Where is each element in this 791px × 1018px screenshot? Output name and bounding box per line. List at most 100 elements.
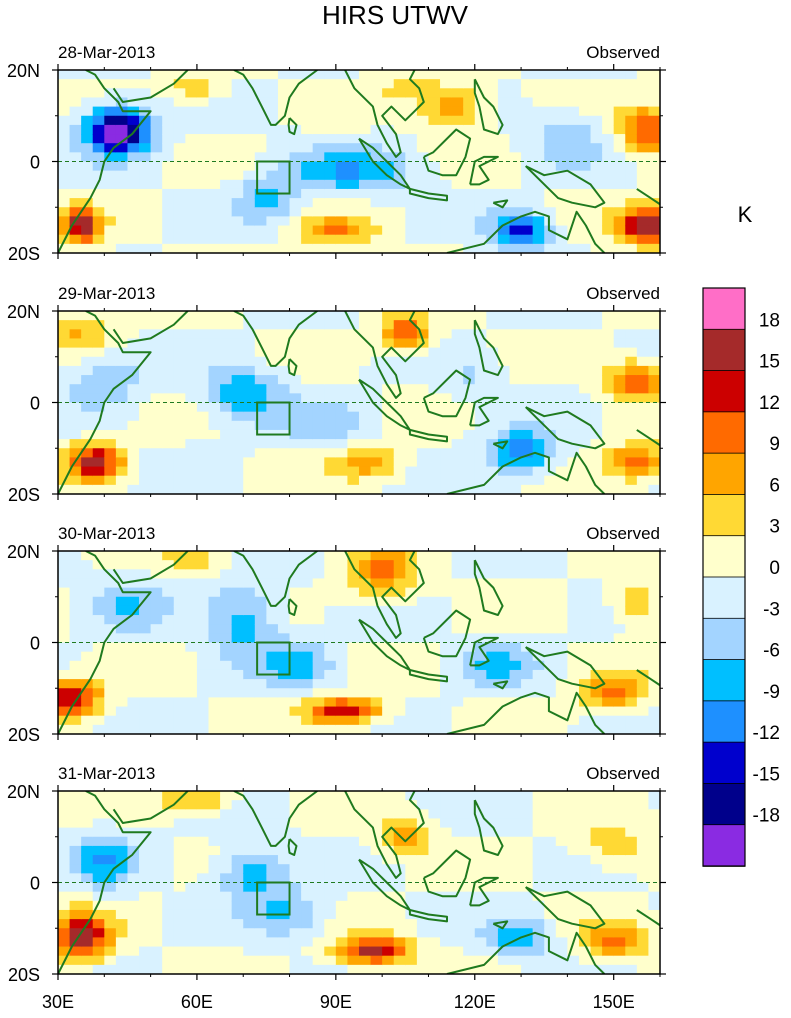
field-cell <box>497 198 511 208</box>
field-cell <box>220 411 233 422</box>
field-cell <box>613 642 626 653</box>
field-cell <box>185 124 198 135</box>
field-cell <box>139 882 152 893</box>
field-cell <box>301 818 314 829</box>
field-cell <box>625 669 638 680</box>
field-cell <box>81 216 94 227</box>
field-cell <box>220 560 233 570</box>
field-cell <box>220 660 233 671</box>
coastline <box>344 311 425 399</box>
field-cell <box>208 88 221 99</box>
field-cell <box>301 855 314 865</box>
field-cell <box>532 818 545 829</box>
field-cell <box>544 429 557 440</box>
field-cell <box>115 855 129 865</box>
field-cell <box>428 800 441 810</box>
field-cell <box>104 311 117 321</box>
field-cell <box>359 375 372 385</box>
field-cell <box>440 225 453 236</box>
field-cell <box>497 311 511 321</box>
field-cell <box>382 234 395 245</box>
field-cell <box>312 338 325 349</box>
field-cell <box>486 420 499 431</box>
field-cell <box>405 569 418 580</box>
field-cell <box>347 320 360 330</box>
field-cell <box>602 855 615 865</box>
field-cell <box>266 642 279 653</box>
field-cell <box>359 429 372 440</box>
field-cell <box>578 429 592 440</box>
field-cell <box>532 569 545 580</box>
field-cell <box>92 466 105 477</box>
field-cell <box>509 152 522 163</box>
field-cell <box>382 179 395 190</box>
field-cell <box>416 642 430 653</box>
field-cell <box>440 243 453 253</box>
field-cell <box>544 624 557 634</box>
field-cell <box>648 688 660 698</box>
coastline <box>408 187 448 202</box>
field-cell <box>81 466 94 477</box>
field-cell <box>359 669 372 680</box>
field-cell <box>289 448 302 458</box>
field-cell <box>567 882 580 893</box>
field-cell <box>370 864 383 874</box>
field-cell <box>613 439 626 449</box>
field-cell <box>162 402 175 413</box>
field-cell <box>173 569 186 580</box>
field-cell <box>555 845 568 856</box>
field-cell <box>544 88 557 99</box>
field-cell <box>139 909 152 920</box>
field-cell <box>104 97 117 108</box>
field-cell <box>243 365 256 376</box>
field-cell <box>382 800 395 810</box>
field-cell <box>162 411 175 422</box>
field-cell <box>58 818 71 829</box>
field-cell <box>150 697 163 708</box>
field-cell <box>347 466 360 477</box>
field-cell <box>58 836 71 847</box>
field-cell <box>440 124 453 135</box>
field-cell <box>243 411 256 422</box>
field-cell <box>509 827 522 838</box>
field-cell <box>231 124 244 135</box>
field-cell <box>127 457 140 468</box>
field-cell <box>590 475 603 486</box>
field-cell <box>625 809 638 820</box>
field-cell <box>393 928 406 938</box>
field-cell <box>104 873 117 884</box>
field-cell <box>185 955 198 966</box>
field-cell <box>266 79 279 89</box>
field-cell <box>324 560 337 570</box>
field-cell <box>509 216 522 227</box>
field-cell <box>370 569 383 580</box>
field-cell <box>590 457 603 468</box>
field-cell <box>555 439 568 449</box>
y-tick-label: 20S <box>8 725 40 745</box>
field-cell <box>208 569 221 580</box>
field-cell <box>139 809 152 820</box>
field-cell <box>428 697 441 708</box>
field-cell <box>648 179 660 190</box>
field-cell <box>173 827 186 838</box>
field-cell <box>497 329 511 340</box>
field-cell <box>578 365 592 376</box>
field-cell <box>532 909 545 920</box>
field-cell <box>636 411 650 422</box>
field-cell <box>428 134 441 144</box>
field-cell <box>139 873 152 884</box>
field-cell <box>451 624 464 634</box>
field-cell <box>382 320 395 330</box>
field-cell <box>393 429 406 440</box>
field-cell <box>208 311 221 321</box>
field-cell <box>243 855 256 865</box>
field-cell <box>312 420 325 431</box>
field-cell <box>150 143 163 153</box>
field-cell <box>301 615 314 625</box>
field-cell <box>58 688 71 698</box>
field-cell <box>69 311 82 321</box>
field-cell <box>301 393 314 404</box>
field-cell <box>497 457 511 468</box>
field-cell <box>277 900 291 911</box>
field-cell <box>196 97 210 108</box>
